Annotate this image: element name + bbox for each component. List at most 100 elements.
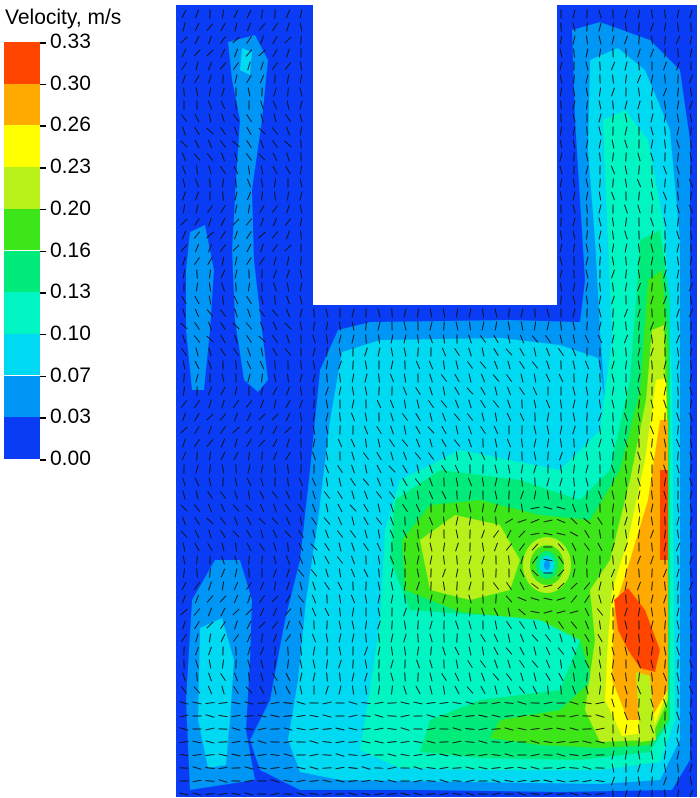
velocity-vector (441, 347, 447, 357)
velocity-vector (677, 191, 679, 201)
velocity-vector (676, 113, 680, 123)
velocity-vector (559, 256, 563, 266)
velocity-vector (624, 464, 628, 474)
velocity-vector (338, 659, 342, 669)
velocity-vector (583, 582, 591, 590)
velocity-vector (350, 412, 356, 422)
velocity-vector (260, 477, 264, 487)
velocity-vector (361, 715, 371, 717)
velocity-vector (689, 113, 693, 123)
velocity-vector (663, 217, 667, 227)
velocity-vector (521, 477, 523, 487)
velocity-vector (690, 698, 692, 708)
velocity-vector (585, 451, 589, 461)
velocity-vector (663, 334, 667, 344)
velocity-vector (599, 373, 601, 383)
velocity-vector (582, 753, 592, 757)
velocity-vector (182, 204, 186, 214)
velocity-vector (572, 386, 576, 396)
velocity-vector (624, 789, 628, 797)
velocity-vector (572, 139, 576, 149)
velocity-vector (690, 750, 692, 760)
velocity-vector (611, 269, 615, 279)
velocity-vector (637, 659, 641, 669)
velocity-vector (625, 347, 627, 357)
velocity-vector (259, 399, 265, 409)
velocity-vector (442, 646, 446, 656)
velocity-vector (221, 9, 225, 19)
velocity-vector (208, 477, 212, 487)
velocity-vector (519, 621, 525, 629)
velocity-vector (689, 334, 693, 344)
velocity-vector (272, 217, 278, 227)
velocity-vector (426, 714, 436, 718)
velocity-vector (364, 373, 368, 383)
velocity-vector (559, 165, 563, 175)
velocity-vector (246, 191, 252, 201)
velocity-vector (192, 701, 202, 705)
velocity-vector (271, 62, 279, 70)
velocity-vector (663, 542, 667, 552)
velocity-vector (312, 659, 316, 669)
velocity-vector (194, 308, 200, 318)
velocity-vector (245, 426, 253, 434)
velocity-vector (584, 607, 590, 617)
velocity-vector (479, 660, 487, 668)
velocity-vector (272, 48, 278, 58)
velocity-vector (624, 230, 628, 240)
velocity-vector (387, 766, 397, 770)
velocity-vector (246, 633, 252, 643)
velocity-vector (232, 530, 240, 538)
velocity-vector (689, 386, 693, 396)
velocity-vector (219, 244, 227, 252)
velocity-vector (479, 361, 487, 369)
velocity-vector (677, 503, 679, 513)
velocity-vector (481, 503, 485, 513)
velocity-vector (689, 412, 693, 422)
velocity-vector (465, 701, 475, 705)
velocity-vector (218, 753, 228, 757)
velocity-vector (286, 464, 290, 474)
velocity-vector (611, 503, 615, 513)
legend-swatch (4, 125, 40, 167)
velocity-vector (220, 425, 226, 435)
velocity-vector (272, 23, 278, 31)
velocity-vector (363, 542, 369, 552)
velocity-vector (676, 529, 680, 539)
velocity-vector (662, 191, 668, 201)
velocity-vector (571, 646, 577, 656)
velocity-vector (208, 581, 212, 591)
velocity-vector (531, 361, 539, 369)
velocity-vector (688, 581, 694, 591)
velocity-vector (273, 399, 277, 409)
velocity-vector (543, 610, 553, 614)
velocity-vector (677, 217, 679, 227)
velocity-vector (261, 555, 263, 565)
velocity-vector (560, 100, 562, 110)
velocity-vector (572, 451, 576, 461)
velocity-vector (504, 715, 514, 717)
velocity-vector (233, 516, 239, 526)
velocity-vector (298, 477, 304, 487)
velocity-vector (689, 48, 693, 58)
velocity-vector (400, 701, 410, 705)
velocity-vector (468, 503, 472, 513)
velocity-vector (572, 672, 576, 682)
velocity-vector (287, 87, 289, 97)
velocity-vector (284, 140, 292, 148)
velocity-vector (324, 542, 330, 552)
velocity-vector (206, 23, 214, 31)
velocity-vector (454, 464, 460, 474)
velocity-vector (558, 348, 564, 356)
velocity-vector (506, 620, 512, 630)
velocity-vector (351, 490, 355, 500)
velocity-vector (325, 386, 329, 396)
velocity-vector (247, 61, 251, 71)
velocity-vector (688, 282, 694, 292)
velocity-vector (690, 464, 692, 474)
velocity-vector (456, 594, 458, 604)
velocity-vector (585, 295, 589, 305)
velocity-vector (598, 139, 602, 149)
velocity-vector (244, 779, 254, 783)
velocity-vector (402, 386, 408, 396)
